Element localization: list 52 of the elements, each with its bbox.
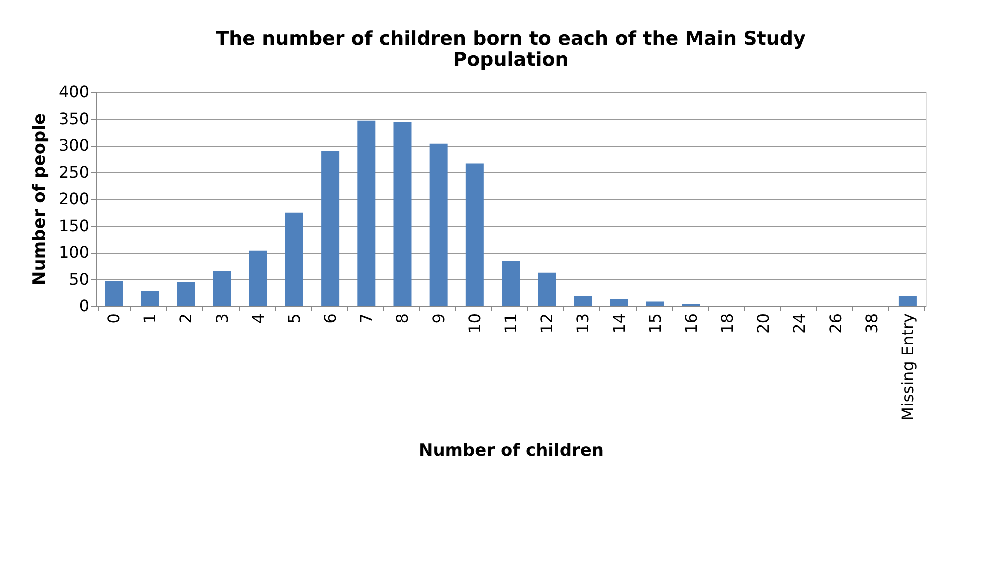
x-tick-label: 13	[574, 314, 593, 334]
bar	[322, 151, 340, 306]
bar	[538, 272, 556, 306]
bar	[466, 164, 484, 306]
x-tick-label: 38	[862, 314, 882, 334]
x-tick-label: 2	[176, 314, 196, 324]
bar	[141, 292, 160, 306]
bar	[610, 299, 628, 306]
x-tick-label: 24	[790, 314, 810, 334]
bar	[177, 282, 196, 306]
y-tick-label: 250	[58, 162, 90, 182]
bar	[213, 271, 232, 306]
y-tick-label: 350	[58, 109, 90, 128]
bar	[574, 296, 592, 306]
y-tick-label: 400	[58, 82, 90, 102]
x-tick-label: 8	[393, 314, 412, 324]
x-tick-label: 11	[502, 314, 520, 334]
x-tick-label: 6	[321, 314, 340, 324]
bar	[898, 296, 917, 306]
x-tick-label: 26	[826, 314, 846, 334]
x-tick-label: 1	[140, 314, 160, 324]
x-tick-label: 5	[284, 314, 304, 324]
y-tick-label: 300	[58, 136, 90, 155]
y-tick-label: 50	[69, 270, 90, 289]
x-tick-label: Missing Entry	[898, 314, 918, 421]
x-tick-label: 9	[429, 314, 448, 324]
x-tick-label: 14	[610, 314, 629, 334]
bar	[646, 302, 664, 306]
text: Population	[453, 49, 569, 71]
x-tick-label: 0	[104, 314, 124, 324]
y-axis-title: Number of people	[30, 114, 50, 286]
x-tick-label: 16	[682, 314, 701, 334]
bar	[285, 212, 304, 306]
bar	[358, 120, 376, 306]
x-tick-label: 7	[357, 314, 376, 324]
bar	[430, 144, 448, 306]
bar	[249, 250, 268, 306]
x-tick-label: 3	[212, 314, 232, 324]
x-tick-label: 15	[646, 314, 665, 334]
y-tick-label: 150	[58, 216, 90, 236]
y-tick-label: 100	[58, 243, 90, 262]
x-tick-label: 4	[248, 314, 268, 324]
bar	[502, 261, 520, 306]
x-axis-title: Number of children	[418, 440, 604, 461]
x-tick-label: 10	[465, 314, 484, 334]
bar	[105, 281, 124, 306]
x-tick-label: 20	[754, 314, 774, 334]
text: The number of children born to each of the Main Study	[216, 28, 806, 50]
bar	[394, 122, 412, 306]
x-tick-label: 18	[718, 314, 738, 334]
y-tick-label: 200	[58, 190, 90, 208]
x-tick-label: 12	[538, 314, 557, 334]
